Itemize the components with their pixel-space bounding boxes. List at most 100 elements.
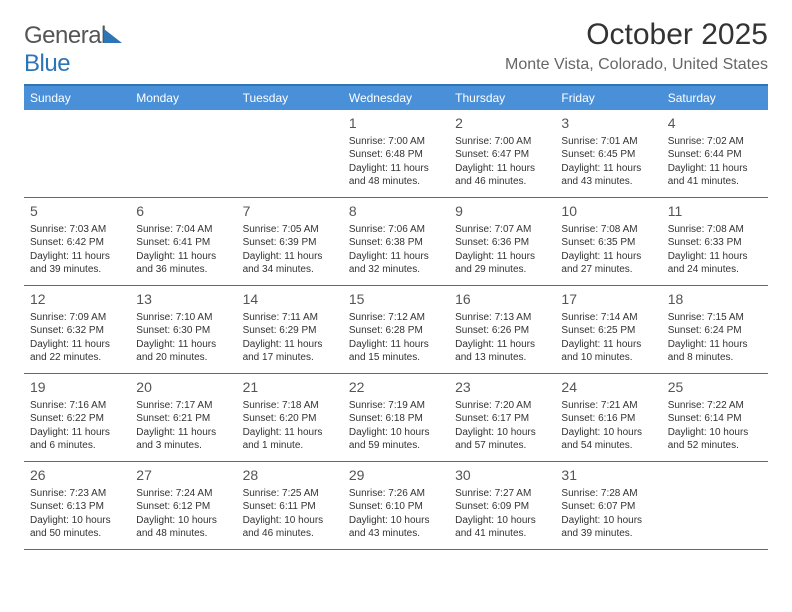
day-info: Sunrise: 7:21 AM Sunset: 6:16 PM Dayligh… (561, 399, 655, 453)
day-info: Sunrise: 7:02 AM Sunset: 6:44 PM Dayligh… (668, 135, 762, 189)
day-info: Sunrise: 7:10 AM Sunset: 6:30 PM Dayligh… (136, 311, 230, 365)
day-number: 7 (243, 202, 337, 221)
day-info: Sunrise: 7:05 AM Sunset: 6:39 PM Dayligh… (243, 223, 337, 277)
day-number: 22 (349, 378, 443, 397)
day-number: 24 (561, 378, 655, 397)
brand-text: GeneralBlue (24, 22, 122, 78)
day-cell: 5 Sunrise: 7:03 AM Sunset: 6:42 PM Daylig… (24, 198, 130, 285)
day-cell: 29 Sunrise: 7:26 AM Sunset: 6:10 PM Dayli… (343, 462, 449, 549)
day-number: 29 (349, 466, 443, 485)
day-info: Sunrise: 7:24 AM Sunset: 6:12 PM Dayligh… (136, 487, 230, 541)
day-cell: 11 Sunrise: 7:08 AM Sunset: 6:33 PM Dayli… (662, 198, 768, 285)
day-number: 5 (30, 202, 124, 221)
day-info: Sunrise: 7:23 AM Sunset: 6:13 PM Dayligh… (30, 487, 124, 541)
day-cell: 1 Sunrise: 7:00 AM Sunset: 6:48 PM Daylig… (343, 110, 449, 197)
calendar-grid: Sunday Monday Tuesday Wednesday Thursday… (24, 84, 768, 550)
day-number: 19 (30, 378, 124, 397)
day-cell: 16 Sunrise: 7:13 AM Sunset: 6:26 PM Dayli… (449, 286, 555, 373)
day-number: 26 (30, 466, 124, 485)
day-info: Sunrise: 7:00 AM Sunset: 6:47 PM Dayligh… (455, 135, 549, 189)
weekday-header: Monday (130, 86, 236, 110)
day-info: Sunrise: 7:17 AM Sunset: 6:21 PM Dayligh… (136, 399, 230, 453)
day-number: 15 (349, 290, 443, 309)
day-number: 17 (561, 290, 655, 309)
day-cell: 28 Sunrise: 7:25 AM Sunset: 6:11 PM Dayli… (237, 462, 343, 549)
day-cell: 24 Sunrise: 7:21 AM Sunset: 6:16 PM Dayli… (555, 374, 661, 461)
day-info: Sunrise: 7:03 AM Sunset: 6:42 PM Dayligh… (30, 223, 124, 277)
day-number: 11 (668, 202, 762, 221)
day-cell: 31 Sunrise: 7:28 AM Sunset: 6:07 PM Dayli… (555, 462, 661, 549)
day-info: Sunrise: 7:00 AM Sunset: 6:48 PM Dayligh… (349, 135, 443, 189)
day-number: 10 (561, 202, 655, 221)
day-number: 8 (349, 202, 443, 221)
day-cell: 27 Sunrise: 7:24 AM Sunset: 6:12 PM Dayli… (130, 462, 236, 549)
day-cell: 8Sunrise: 7:06 AM Sunset: 6:38 PM Daylig… (343, 198, 449, 285)
day-info: Sunrise: 7:14 AM Sunset: 6:25 PM Dayligh… (561, 311, 655, 365)
day-info: Sunrise: 7:08 AM Sunset: 6:33 PM Dayligh… (668, 223, 762, 277)
calendar-page: GeneralBlue October 2025 Monte Vista, Co… (0, 0, 792, 568)
day-number: 4 (668, 114, 762, 133)
location-subtitle: Monte Vista, Colorado, United States (505, 56, 768, 74)
day-info: Sunrise: 7:19 AM Sunset: 6:18 PM Dayligh… (349, 399, 443, 453)
day-info: Sunrise: 7:12 AM Sunset: 6:28 PM Dayligh… (349, 311, 443, 365)
day-cell: 2 Sunrise: 7:00 AM Sunset: 6:47 PM Daylig… (449, 110, 555, 197)
day-info: Sunrise: 7:27 AM Sunset: 6:09 PM Dayligh… (455, 487, 549, 541)
day-cell: 13Sunrise: 7:10 AM Sunset: 6:30 PM Dayli… (130, 286, 236, 373)
day-cell: 20Sunrise: 7:17 AM Sunset: 6:21 PM Dayli… (130, 374, 236, 461)
day-info: Sunrise: 7:13 AM Sunset: 6:26 PM Dayligh… (455, 311, 549, 365)
day-info: Sunrise: 7:16 AM Sunset: 6:22 PM Dayligh… (30, 399, 124, 453)
brand-word-blue: Blue (24, 50, 70, 77)
day-number: 16 (455, 290, 549, 309)
day-cell: 6 Sunrise: 7:04 AM Sunset: 6:41 PM Daylig… (130, 198, 236, 285)
day-number: 18 (668, 290, 762, 309)
day-number: 14 (243, 290, 337, 309)
day-number: 21 (243, 378, 337, 397)
day-cell: 9 Sunrise: 7:07 AM Sunset: 6:36 PM Daylig… (449, 198, 555, 285)
day-info: Sunrise: 7:07 AM Sunset: 6:36 PM Dayligh… (455, 223, 549, 277)
weekday-header: Friday (555, 86, 661, 110)
day-number: 1 (349, 114, 443, 133)
day-info: Sunrise: 7:04 AM Sunset: 6:41 PM Dayligh… (136, 223, 230, 277)
day-number: 27 (136, 466, 230, 485)
day-cell: 18 Sunrise: 7:15 AM Sunset: 6:24 PM Dayli… (662, 286, 768, 373)
day-cell: 7 Sunrise: 7:05 AM Sunset: 6:39 PM Daylig… (237, 198, 343, 285)
day-info: Sunrise: 7:26 AM Sunset: 6:10 PM Dayligh… (349, 487, 443, 541)
day-number: 28 (243, 466, 337, 485)
day-number: 31 (561, 466, 655, 485)
day-cell: 4 Sunrise: 7:02 AM Sunset: 6:44 PM Daylig… (662, 110, 768, 197)
day-number: 6 (136, 202, 230, 221)
day-number: 12 (30, 290, 124, 309)
brand-logo: GeneralBlue (24, 22, 122, 78)
day-info: Sunrise: 7:08 AM Sunset: 6:35 PM Dayligh… (561, 223, 655, 277)
week-row: 1 Sunrise: 7:00 AM Sunset: 6:48 PM Daylig… (24, 110, 768, 198)
day-cell: 23 Sunrise: 7:20 AM Sunset: 6:17 PM Dayli… (449, 374, 555, 461)
day-number: 2 (455, 114, 549, 133)
header: GeneralBlue October 2025 Monte Vista, Co… (24, 18, 768, 78)
day-info: Sunrise: 7:28 AM Sunset: 6:07 PM Dayligh… (561, 487, 655, 541)
week-row: 26 Sunrise: 7:23 AM Sunset: 6:13 PM Dayli… (24, 462, 768, 550)
day-number: 25 (668, 378, 762, 397)
day-number: 23 (455, 378, 549, 397)
title-block: October 2025 Monte Vista, Colorado, Unit… (505, 18, 768, 74)
weeks-container: 1 Sunrise: 7:00 AM Sunset: 6:48 PM Daylig… (24, 110, 768, 550)
day-cell: 17 Sunrise: 7:14 AM Sunset: 6:25 PM Dayli… (555, 286, 661, 373)
day-info: Sunrise: 7:22 AM Sunset: 6:14 PM Dayligh… (668, 399, 762, 453)
brand-sail-icon (104, 29, 122, 43)
day-info: Sunrise: 7:15 AM Sunset: 6:24 PM Dayligh… (668, 311, 762, 365)
day-info: Sunrise: 7:18 AM Sunset: 6:20 PM Dayligh… (243, 399, 337, 453)
day-cell: 10 Sunrise: 7:08 AM Sunset: 6:35 PM Dayli… (555, 198, 661, 285)
day-cell: 12 Sunrise: 7:09 AM Sunset: 6:32 PM Dayli… (24, 286, 130, 373)
weekday-header: Tuesday (237, 86, 343, 110)
day-number: 9 (455, 202, 549, 221)
day-cell: 30Sunrise: 7:27 AM Sunset: 6:09 PM Dayli… (449, 462, 555, 549)
day-info: Sunrise: 7:11 AM Sunset: 6:29 PM Dayligh… (243, 311, 337, 365)
day-info: Sunrise: 7:20 AM Sunset: 6:17 PM Dayligh… (455, 399, 549, 453)
week-row: 5 Sunrise: 7:03 AM Sunset: 6:42 PM Daylig… (24, 198, 768, 286)
day-info: Sunrise: 7:09 AM Sunset: 6:32 PM Dayligh… (30, 311, 124, 365)
day-cell: 19 Sunrise: 7:16 AM Sunset: 6:22 PM Dayli… (24, 374, 130, 461)
week-row: 19 Sunrise: 7:16 AM Sunset: 6:22 PM Dayli… (24, 374, 768, 462)
day-cell: 3Sunrise: 7:01 AM Sunset: 6:45 PM Daylig… (555, 110, 661, 197)
day-info: Sunrise: 7:01 AM Sunset: 6:45 PM Dayligh… (561, 135, 655, 189)
day-cell: 26 Sunrise: 7:23 AM Sunset: 6:13 PM Dayli… (24, 462, 130, 549)
day-info: Sunrise: 7:25 AM Sunset: 6:11 PM Dayligh… (243, 487, 337, 541)
